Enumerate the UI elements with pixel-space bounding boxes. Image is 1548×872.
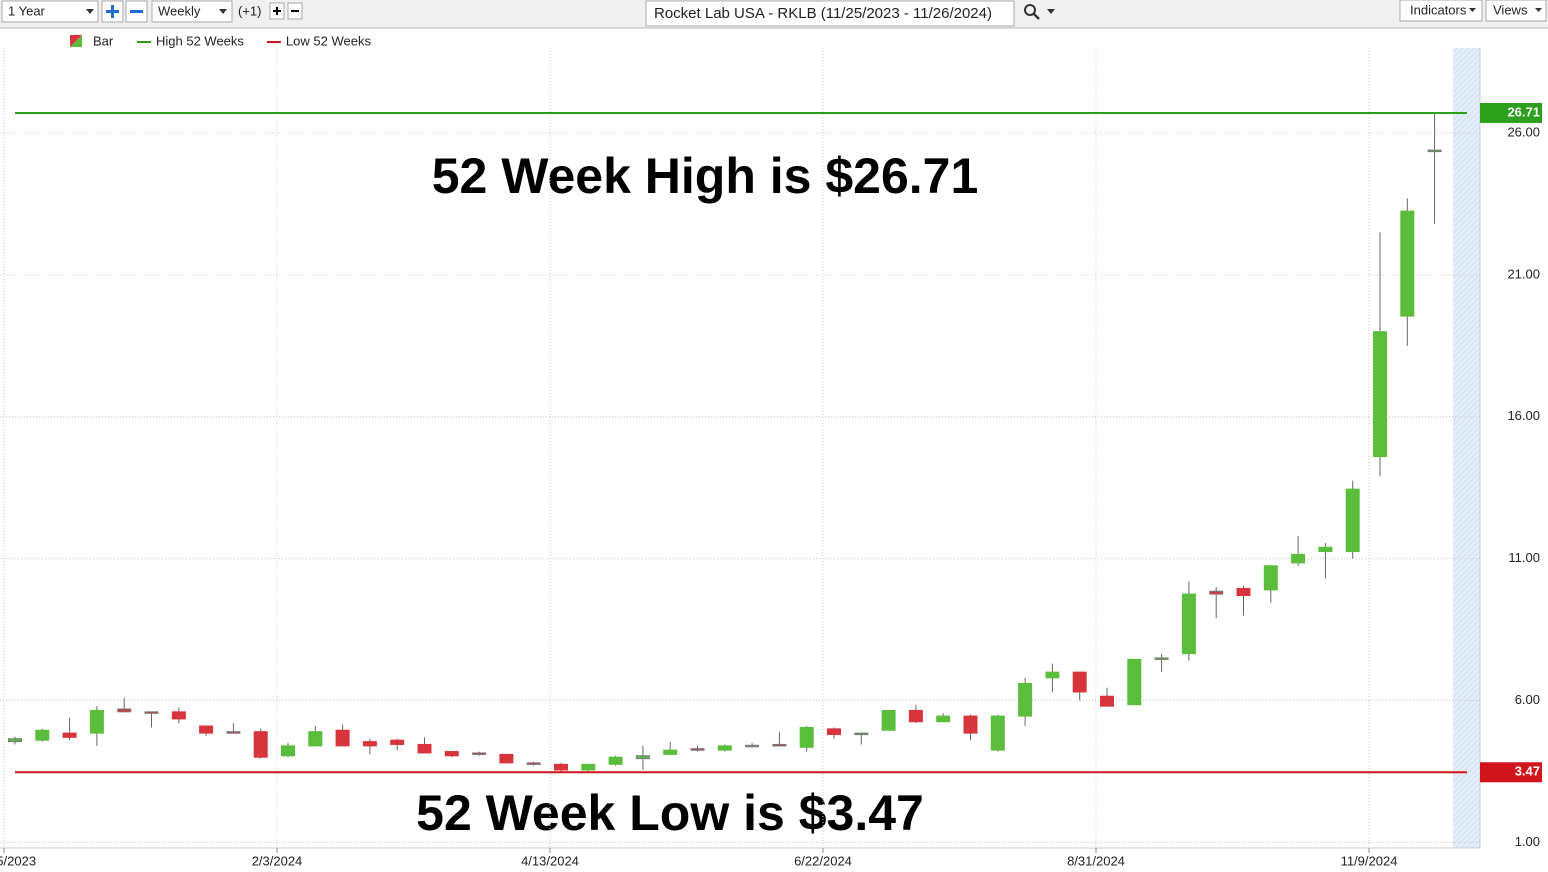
x-tick-label: 11/25/2023 bbox=[0, 853, 36, 868]
candle-body bbox=[417, 743, 432, 754]
legend-label: High 52 Weeks bbox=[156, 33, 244, 48]
y-tick-label: 21.00 bbox=[1507, 266, 1540, 281]
views-button[interactable] bbox=[1485, 0, 1547, 22]
price-tag bbox=[1480, 102, 1542, 123]
candle-body bbox=[1345, 488, 1360, 553]
symbol-box[interactable] bbox=[645, 0, 1015, 27]
x-tick-label: 6/22/2024 bbox=[794, 853, 852, 868]
legend-label: Bar bbox=[93, 33, 114, 48]
price-tag-label: 3.47 bbox=[1515, 764, 1540, 779]
candle-body bbox=[226, 731, 241, 734]
candle-body bbox=[117, 708, 132, 713]
offset-label: (+1) bbox=[238, 3, 261, 18]
candle-body bbox=[1291, 553, 1306, 564]
candle-body bbox=[171, 711, 186, 720]
candle-body bbox=[1018, 682, 1033, 717]
candle-body bbox=[963, 715, 978, 734]
y-tick-label: 1.00 bbox=[1515, 834, 1540, 849]
dropdown-arrow bbox=[1469, 8, 1476, 12]
interval-select[interactable] bbox=[151, 0, 233, 23]
candle-body bbox=[745, 744, 760, 748]
future-region bbox=[1453, 48, 1480, 848]
candle-body bbox=[308, 731, 323, 747]
x-tick-label: 2/3/2024 bbox=[252, 853, 303, 868]
candle-body bbox=[990, 715, 1005, 751]
candle-body bbox=[1181, 593, 1196, 655]
dropdown-arrow bbox=[219, 9, 227, 14]
candle-body bbox=[936, 715, 951, 723]
x-tick-label: 8/31/2024 bbox=[1067, 853, 1125, 868]
indicators-label: Indicators bbox=[1410, 2, 1467, 17]
annotation: 52 Week Low is $3.47 bbox=[416, 785, 924, 841]
dropdown-arrow bbox=[1535, 8, 1542, 12]
candle-body bbox=[554, 763, 568, 771]
legend-label: Low 52 Weeks bbox=[286, 33, 372, 48]
candle-body bbox=[881, 709, 896, 731]
candle-body bbox=[1427, 149, 1442, 153]
candle-body bbox=[526, 762, 541, 765]
candle-body bbox=[635, 755, 650, 760]
candle-body bbox=[1318, 546, 1333, 553]
candle-body bbox=[663, 749, 678, 755]
range-select[interactable] bbox=[1, 0, 99, 23]
candle-body bbox=[854, 732, 869, 736]
indicators-button[interactable] bbox=[1399, 0, 1483, 22]
candle-body bbox=[1373, 331, 1387, 458]
chart-title: Rocket Lab USA - RKLB (11/25/2023 - 11/2… bbox=[654, 5, 992, 22]
legend-icon bbox=[70, 35, 82, 47]
candle-body bbox=[717, 745, 732, 751]
candle-body bbox=[690, 748, 705, 751]
candle-body bbox=[1263, 565, 1278, 591]
candle-body bbox=[581, 763, 596, 771]
candle-body bbox=[1400, 210, 1415, 317]
candle-body bbox=[89, 709, 104, 734]
candle-body bbox=[908, 709, 923, 723]
x-tick-label: 11/9/2024 bbox=[1341, 853, 1398, 868]
candle-body bbox=[499, 753, 514, 764]
candle-body bbox=[390, 739, 405, 745]
y-tick-label: 11.00 bbox=[1508, 550, 1540, 565]
annotation: 52 Week High is $26.71 bbox=[432, 148, 979, 204]
candle-body bbox=[472, 752, 487, 755]
candle-body bbox=[253, 731, 268, 758]
candle-body bbox=[335, 729, 350, 747]
y-tick-label: 16.00 bbox=[1507, 408, 1540, 423]
price-tag-label: 26.71 bbox=[1507, 104, 1540, 119]
candle-body bbox=[1072, 671, 1087, 693]
candle-body bbox=[8, 738, 22, 743]
candle-body bbox=[1236, 587, 1251, 597]
candle-body bbox=[1045, 671, 1060, 679]
search-icon[interactable] bbox=[1024, 4, 1036, 16]
candle-body bbox=[35, 729, 50, 741]
y-tick-label: 6.00 bbox=[1515, 692, 1540, 707]
candle-body bbox=[1100, 695, 1114, 707]
x-tick-label: 4/13/2024 bbox=[521, 853, 579, 868]
candle-body bbox=[608, 756, 623, 765]
plus-icon bbox=[273, 7, 281, 15]
candle-body bbox=[772, 743, 787, 747]
range-label: 1 Year bbox=[8, 3, 46, 18]
y-tick-label: 26.00 bbox=[1507, 125, 1540, 140]
interval-label: Weekly bbox=[158, 3, 201, 18]
candle-body bbox=[362, 741, 377, 747]
candle-body bbox=[1127, 658, 1142, 706]
views-label: Views bbox=[1493, 2, 1528, 17]
candle-body bbox=[1154, 657, 1169, 660]
candle-body bbox=[444, 751, 459, 757]
price-tag bbox=[1480, 762, 1542, 783]
candle-body bbox=[144, 711, 159, 714]
candle-body bbox=[281, 745, 295, 757]
dropdown-arrow bbox=[1047, 9, 1055, 14]
candle-body bbox=[827, 728, 841, 736]
candle-body bbox=[1209, 590, 1224, 595]
candle-body bbox=[799, 726, 814, 748]
dropdown-arrow bbox=[86, 9, 94, 14]
candle-body bbox=[62, 732, 77, 738]
candle-body bbox=[199, 725, 214, 734]
plus-icon bbox=[106, 5, 119, 18]
search-handle bbox=[1033, 13, 1040, 20]
